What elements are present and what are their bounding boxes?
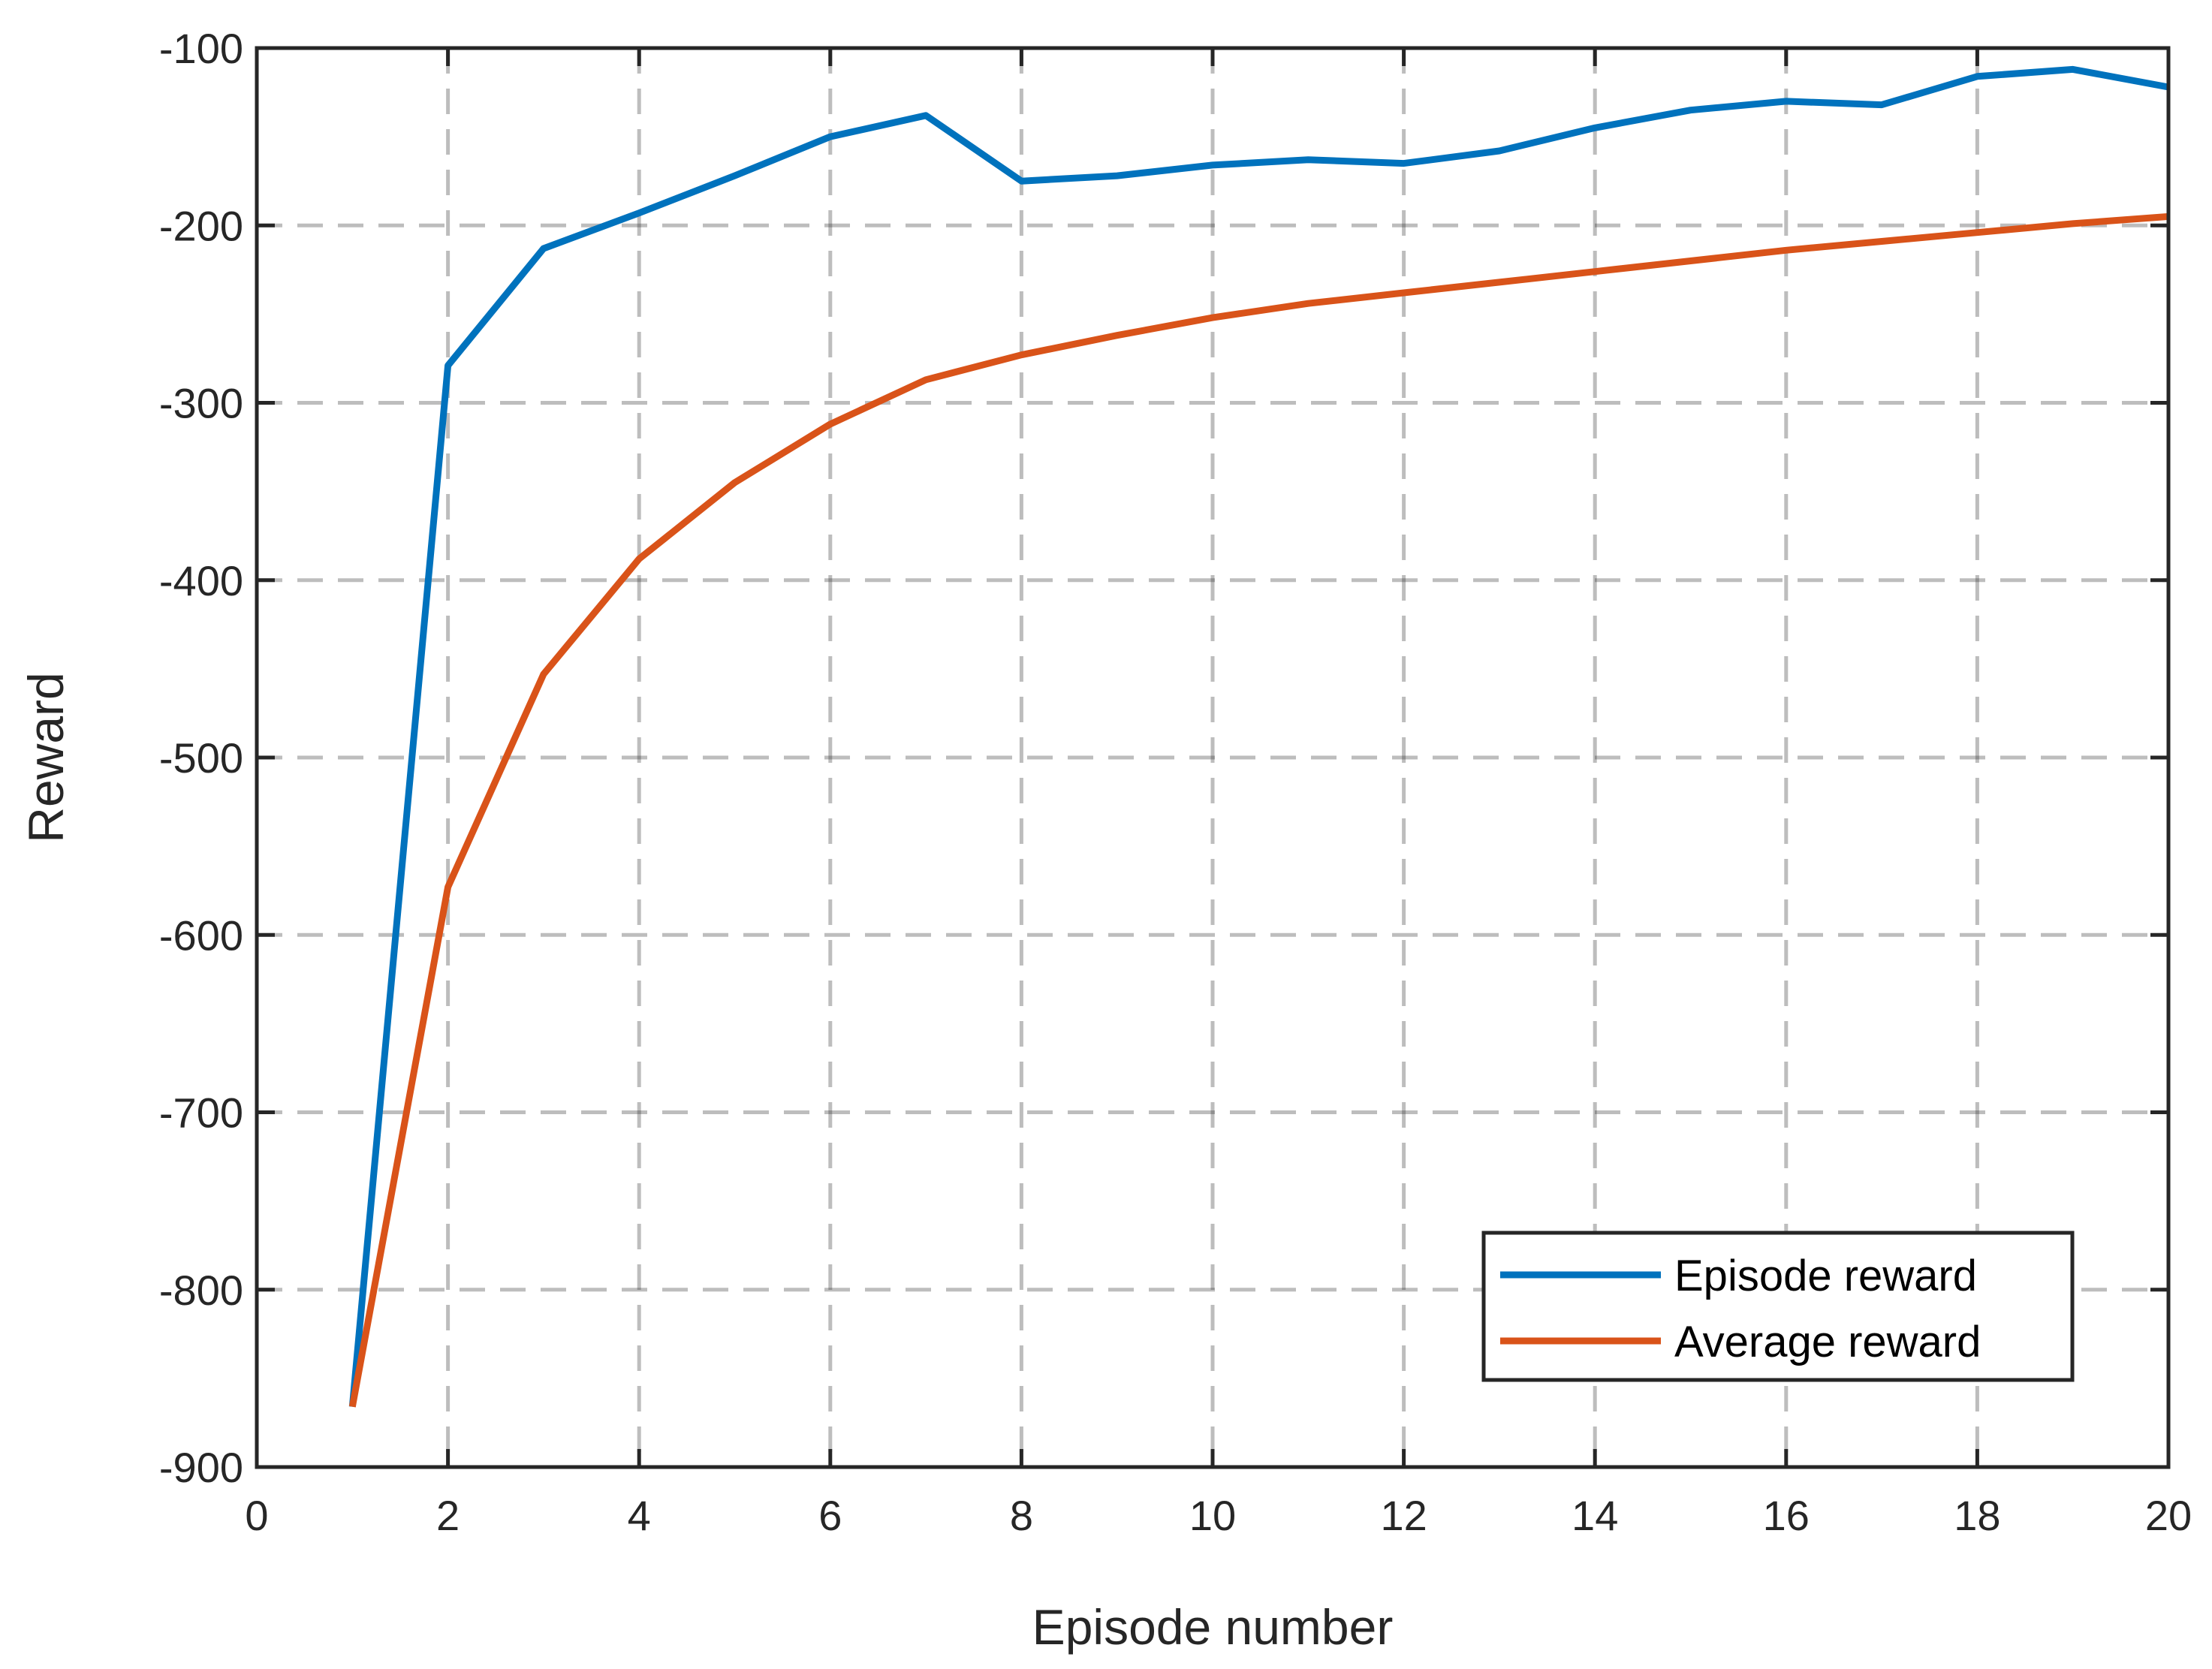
y-tick-label: -700 xyxy=(159,1089,243,1137)
y-tick-label: -200 xyxy=(159,202,243,249)
y-tick-label: -600 xyxy=(159,911,243,959)
legend-label-average-reward: Average reward xyxy=(1674,1318,1981,1366)
legend: Episode reward Average reward xyxy=(1481,1231,2075,1382)
y-tick-label: -500 xyxy=(159,734,243,782)
x-tick-label: 6 xyxy=(818,1492,842,1539)
legend-label-episode-reward: Episode reward xyxy=(1674,1252,1977,1300)
x-tick-label: 8 xyxy=(1010,1492,1033,1539)
episode-reward-line xyxy=(348,65,2169,1408)
x-tick-label: 12 xyxy=(1380,1492,1427,1539)
x-tick-label: 2 xyxy=(436,1492,460,1539)
y-tick-label: -900 xyxy=(159,1444,243,1491)
x-tick-label: 14 xyxy=(1572,1492,1618,1539)
tick-labels: 0 2 4 6 8 10 12 14 16 18 20 -900 -800 -700 -600 -500 -40… xyxy=(159,25,2192,1539)
y-axis-title: Reward xyxy=(18,672,74,842)
grid-lines xyxy=(257,48,2168,1467)
y-tick-label: -100 xyxy=(159,25,243,72)
x-tick-label: 20 xyxy=(2145,1492,2192,1539)
data-series xyxy=(348,65,2169,1408)
axis-ticks xyxy=(255,46,2171,1469)
x-tick-label: 0 xyxy=(245,1492,268,1539)
legend-box xyxy=(1481,1231,2075,1382)
x-axis-title: Episode number xyxy=(1032,1599,1394,1655)
y-tick-label: -300 xyxy=(159,380,243,427)
y-tick-label: -400 xyxy=(159,557,243,604)
x-tick-label: 10 xyxy=(1189,1492,1236,1539)
x-tick-label: 4 xyxy=(628,1492,651,1539)
x-tick-label: 16 xyxy=(1763,1492,1810,1539)
x-tick-label: 18 xyxy=(1954,1492,2000,1539)
y-tick-label: -800 xyxy=(159,1267,243,1314)
average-reward-line xyxy=(348,212,2169,1408)
